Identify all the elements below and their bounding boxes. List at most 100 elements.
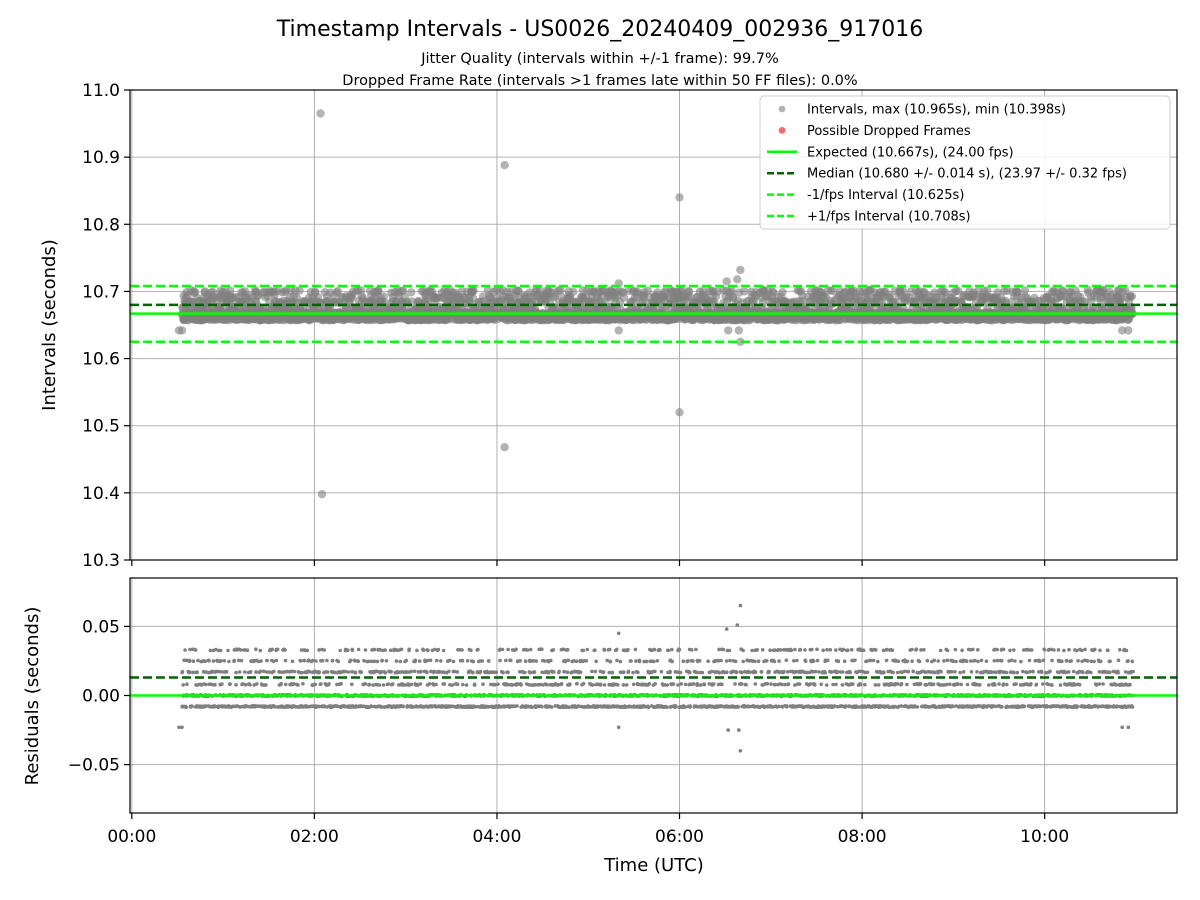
intervals-panel: 10.310.410.510.610.710.810.911.0 (82, 81, 1178, 571)
residual-point (359, 670, 364, 674)
residual-point (551, 648, 556, 652)
residual-point (404, 658, 409, 663)
residual-point (290, 659, 295, 664)
residual-point (383, 648, 388, 652)
residual-point (377, 683, 382, 687)
residual-point (226, 648, 230, 653)
residual-point (528, 647, 533, 652)
residual-point (258, 648, 263, 653)
chart-title: Timestamp Intervals - US0026_20240409_00… (276, 17, 923, 42)
residual-point (325, 658, 329, 663)
residual-point (180, 669, 185, 674)
residual-point (248, 683, 252, 687)
residual-point (236, 658, 241, 663)
residual-point (353, 670, 358, 675)
residual-point (259, 659, 263, 663)
interval-outlier-point (500, 161, 509, 170)
residual-point (193, 648, 198, 652)
residual-point (326, 670, 330, 674)
residual-point (203, 659, 207, 664)
residual-point (531, 659, 536, 663)
residual-point (407, 647, 412, 652)
residual-point (523, 670, 527, 675)
residual-point (267, 670, 272, 674)
residual-point (188, 658, 192, 663)
residual-point (301, 682, 305, 686)
residual-point (191, 670, 195, 675)
residual-point (498, 658, 502, 663)
residual-point (472, 682, 477, 687)
residual-point (190, 704, 194, 708)
residual-point (222, 659, 227, 663)
residual-point (506, 647, 510, 652)
residual-point (429, 669, 433, 674)
residual-point (296, 683, 300, 687)
residual-point (530, 705, 534, 709)
residual-point (196, 658, 200, 663)
chart-subtitle-jitter: Jitter Quality (intervals within +/-1 fr… (420, 51, 779, 67)
residual-point (421, 648, 426, 652)
residual-point (317, 648, 321, 652)
residual-point (346, 648, 350, 652)
residual-point (461, 682, 465, 687)
residual-point (400, 670, 404, 674)
residual-point (292, 682, 296, 686)
residual-point (237, 670, 242, 674)
residual-point (442, 682, 447, 686)
residual-point (433, 647, 437, 652)
residual-point (243, 670, 247, 674)
residual-point (283, 658, 288, 663)
residual-point (426, 658, 430, 663)
residual-point (319, 682, 323, 686)
interval-point (1001, 296, 1010, 306)
y-tick-label: 10.5 (82, 417, 120, 437)
residual-point (398, 659, 403, 664)
residual-point (494, 670, 499, 674)
interval-point (828, 286, 838, 295)
interval-point (1013, 287, 1022, 296)
residual-point (330, 658, 335, 663)
residual-point (211, 659, 216, 663)
interval-outlier-point (722, 277, 731, 286)
residual-point (540, 670, 544, 675)
residual-point (452, 669, 457, 674)
interval-outlier-point (1124, 326, 1133, 335)
residual-point (350, 647, 355, 652)
residual-point (518, 682, 523, 686)
residual-point (243, 683, 248, 687)
chart-subtitle-dropped: Dropped Frame Rate (intervals >1 frames … (342, 73, 857, 89)
residual-point (311, 658, 315, 663)
residual-point (527, 683, 531, 687)
interval-point (333, 287, 342, 296)
residual-point (264, 683, 268, 687)
residual-point (206, 670, 211, 675)
residual-point (289, 669, 294, 674)
interval-outlier-point (317, 490, 327, 499)
residual-point (270, 647, 275, 652)
residual-point (550, 705, 554, 709)
residual-point (499, 704, 503, 709)
residual-point (409, 682, 414, 687)
residual-point (399, 647, 404, 652)
residual-point (339, 681, 343, 686)
residual-point (271, 659, 276, 664)
residual-point (447, 669, 451, 674)
residual-point (275, 647, 280, 652)
residual-point (523, 659, 528, 663)
residual-point (425, 670, 429, 674)
interval-point (1121, 286, 1130, 295)
residual-point (367, 682, 372, 687)
residual-point (273, 704, 277, 709)
y-tick-label: 10.4 (82, 484, 120, 504)
residual-point (191, 659, 196, 663)
residual-point (218, 648, 223, 653)
interval-point (569, 287, 578, 296)
residual-point (391, 682, 395, 686)
residual-point (274, 658, 279, 663)
residual-point (441, 648, 446, 653)
residual-point (241, 682, 245, 686)
residual-point (378, 647, 382, 652)
residual-point (379, 669, 384, 674)
residual-point (336, 704, 340, 709)
